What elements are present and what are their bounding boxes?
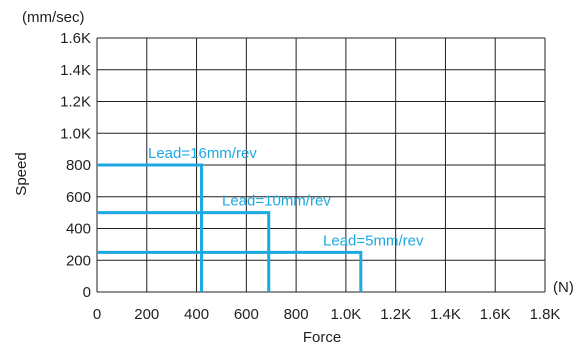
x-tick-label: 1.4K [430, 306, 461, 323]
series-line [97, 250, 363, 292]
grid [96, 37, 546, 293]
x-tick-label: 1.2K [380, 306, 411, 323]
y-tick-label: 200 [66, 252, 91, 269]
x-tick-label: 800 [284, 306, 309, 323]
series-line [97, 211, 271, 292]
x-tick-label: 200 [134, 306, 159, 323]
x-tick-label: 0 [93, 306, 101, 323]
y-tick-label: 600 [66, 189, 91, 206]
y-axis-title: Speed [13, 152, 30, 195]
y-tick-label: 0 [83, 284, 91, 301]
y-tick-label: 1.4K [60, 62, 91, 79]
series-group: Lead=16mm/rev Lead=10mm/rev Lead=5mm/rev [97, 145, 424, 292]
series-label: Lead=5mm/rev [323, 232, 424, 249]
tick-labels: 0 200 400 600 800 1.0K 1.2K 1.4K 1.6K 1.8K 0 200 400… [60, 30, 560, 323]
x-tick-label: 400 [184, 306, 209, 323]
x-tick-label: 600 [234, 306, 259, 323]
series-label: Lead=10mm/rev [222, 193, 331, 210]
x-tick-label: 1.6K [480, 306, 511, 323]
y-tick-label: 1.6K [60, 30, 91, 47]
y-tick-label: 1.2K [60, 94, 91, 111]
y-tick-label: 800 [66, 157, 91, 174]
x-axis-title: Force [303, 329, 341, 346]
x-tick-label: 1.8K [530, 306, 561, 323]
y-tick-label: 1.0K [60, 125, 91, 142]
series-line [97, 163, 204, 292]
y-tick-label: 400 [66, 221, 91, 238]
x-tick-label: 1.0K [330, 306, 361, 323]
y-unit-label: (mm/sec) [22, 9, 85, 26]
x-unit-label: (N) [553, 279, 574, 296]
series-label: Lead=16mm/rev [148, 145, 257, 162]
